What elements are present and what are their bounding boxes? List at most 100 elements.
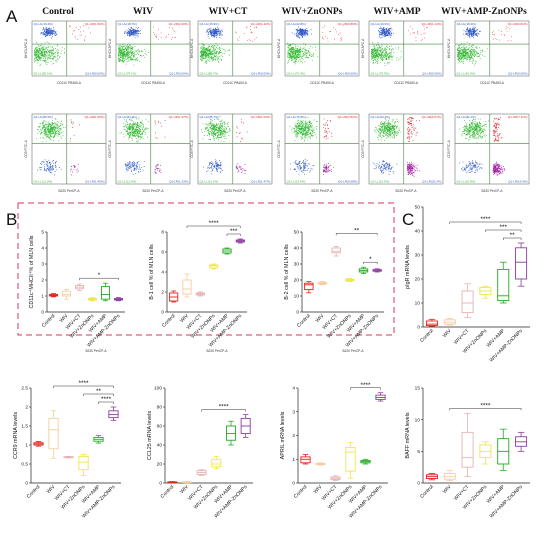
box-5 [108,406,119,421]
flow-y-axis-label: CD5 FITC-A [190,139,194,157]
y-tick-label: 2 [292,433,295,439]
quadrant-label: Q1-UL(15.9%) [200,22,219,26]
column-title-1: WIV [133,7,153,17]
box-5 [515,242,528,287]
box-5 [114,297,123,302]
y-tick-label: 0 [41,310,44,316]
y-tick-label: 0 [417,325,420,331]
x-category-label: WIV [442,484,453,495]
box-2 [75,283,84,291]
y-tick-label: 10 [415,417,421,423]
significance-bracket: ** [503,232,522,240]
significance-bracket: **** [449,216,522,224]
significance-bracket: *** [226,228,241,236]
y-tick-label: 50 [415,205,421,211]
significance-label: **** [480,402,491,409]
flow-y-axis-label: MHCII APC-A [447,38,451,58]
x-category-label: WIV [179,313,190,324]
x-axis-label: B220 PerCP-A [343,349,365,353]
y-axis-label: BAFF mRNA levels [405,412,411,458]
y-tick-label: 10 [415,301,421,307]
flow-x-axis-label: CD11C PB450-A [223,81,248,85]
y-tick-label: 0 [25,481,28,487]
y-axis-label: pIgR mRNA levels [405,245,411,289]
panel-letter-a: A [6,7,18,26]
quadrant-label: Q1-LL(13.6%) [287,180,306,184]
box-4 [222,247,232,255]
quadrant-label: Q1-LL(12.6%) [118,180,137,184]
box-3 [479,285,492,299]
y-tick-label: 5 [417,449,420,455]
flow-y-axis-label: CD5 FITC-A [108,139,112,157]
flow-row-b-cells: Q1-UL(86.5%) Q1-UR(1.05%) Q1-LL(11.0%) Q1-L… [24,113,530,193]
box-2 [461,283,474,318]
b-cell-flow-plot-5: Q1-UL(62.1%) Q1-UR(7.11%) Q1-LL(10.9%) Q1-L… [447,113,530,193]
box-1 [48,410,59,459]
x-category-label: Control [293,484,309,500]
quadrant-label: Q1-UL(63.2%) [371,115,390,119]
y-tick-label: 10 [294,294,300,300]
quadrant-label: Q1-LR(20.2%) [422,180,441,184]
quadrant-label: Q1-LL(79.1%) [118,72,137,76]
quadrant-label: Q1-UL(19.6%) [371,22,390,26]
y-tick-label: 0 [417,481,420,487]
box-4 [497,428,510,471]
y-tick-label: 30 [294,262,300,268]
box-4 [226,420,236,446]
panel-b-dashed-frame [17,202,395,336]
quadrant-label: Q1-UR(1.97%) [169,115,189,119]
y-tick-label: 20 [157,462,163,468]
y-axis-label: CD11c⁺MHCII⁺% of MLN cells [29,235,35,308]
y-tick-label: 20 [415,277,421,283]
flow-row-dc: Q1-UL(16.4%) Q1-UR(1.50%) Q1-LL(82.1%) Q1-L… [24,20,530,85]
significance-label: **** [78,380,89,387]
flow-x-axis-label: B220 PerCP-A [396,189,418,193]
quadrant-label: Q1-LR(19.9%) [508,180,527,184]
box-2 [331,245,341,257]
column-title-0: Control [42,7,74,17]
quadrant-label: Q1-LR(0.00%) [169,72,188,76]
x-category-label: WIV [314,313,325,324]
dc-flow-plot-2: Q1-UL(15.9%) Q1-UR(1.42%) Q1-LL(82.7%) Q1-L… [190,20,273,85]
quadrant-label: Q1-LR(0.00%) [85,72,104,76]
significance-label: *** [499,224,507,231]
column-title-3: WIV+ZnONPs [282,7,343,17]
box-3 [345,442,356,479]
flow-y-axis-label: MHCII APC-A [361,38,365,58]
x-category-label: WIV [58,313,69,324]
quadrant-label: Q1-LR(0.00%) [508,72,527,76]
x-category-label: WIV+AMP-ZnONPs [489,484,525,520]
b-cell-flow-plot-0: Q1-UL(86.5%) Q1-UR(1.05%) Q1-LL(11.0%) Q1-L… [24,113,107,193]
quadrant-label: Q1-LR(0.00%) [251,72,270,76]
box-5 [235,238,245,244]
y-tick-label: 4 [161,270,164,276]
y-tick-label: 6 [161,250,164,256]
flow-y-axis-label: MHCII APC-A [108,38,112,58]
y-tick-label: 40 [294,246,300,252]
y-tick-label: 4 [41,246,44,252]
box-3 [88,297,97,302]
flow-y-axis-label: CD5 FITC-A [24,139,28,157]
x-category-label: WIV [442,328,453,339]
significance-bracket: ** [83,388,114,396]
significance-bracket: * [79,272,119,281]
y-axis-label: B-2 cell % of MLN cells [284,244,290,300]
quadrant-label: Q1-LL(81.0%) [457,72,476,76]
significance-label: ** [354,227,360,234]
quadrant-label: Q1-UR(1.42%) [251,22,271,26]
y-tick-label: 1 [292,457,295,463]
y-tick-label: 2 [161,290,164,296]
y-tick-label: 1 [25,443,28,449]
quadrant-label: Q1-LR(0.00%) [422,72,441,76]
y-tick-label: 2 [41,278,44,284]
significance-bracket: **** [350,382,381,390]
y-tick-label: 3 [292,409,295,415]
box-5 [240,414,251,438]
significance-bracket: **** [201,404,246,412]
significance-label: **** [480,216,491,223]
y-tick-label: 5 [41,230,44,236]
quadrant-label: Q1-LR(1.47%) [251,180,270,184]
b-cell-flow-plot-3: Q1-UL(76.8%) Q1-UR(4.52%) Q1-LL(13.6%) Q1-L… [277,113,360,193]
